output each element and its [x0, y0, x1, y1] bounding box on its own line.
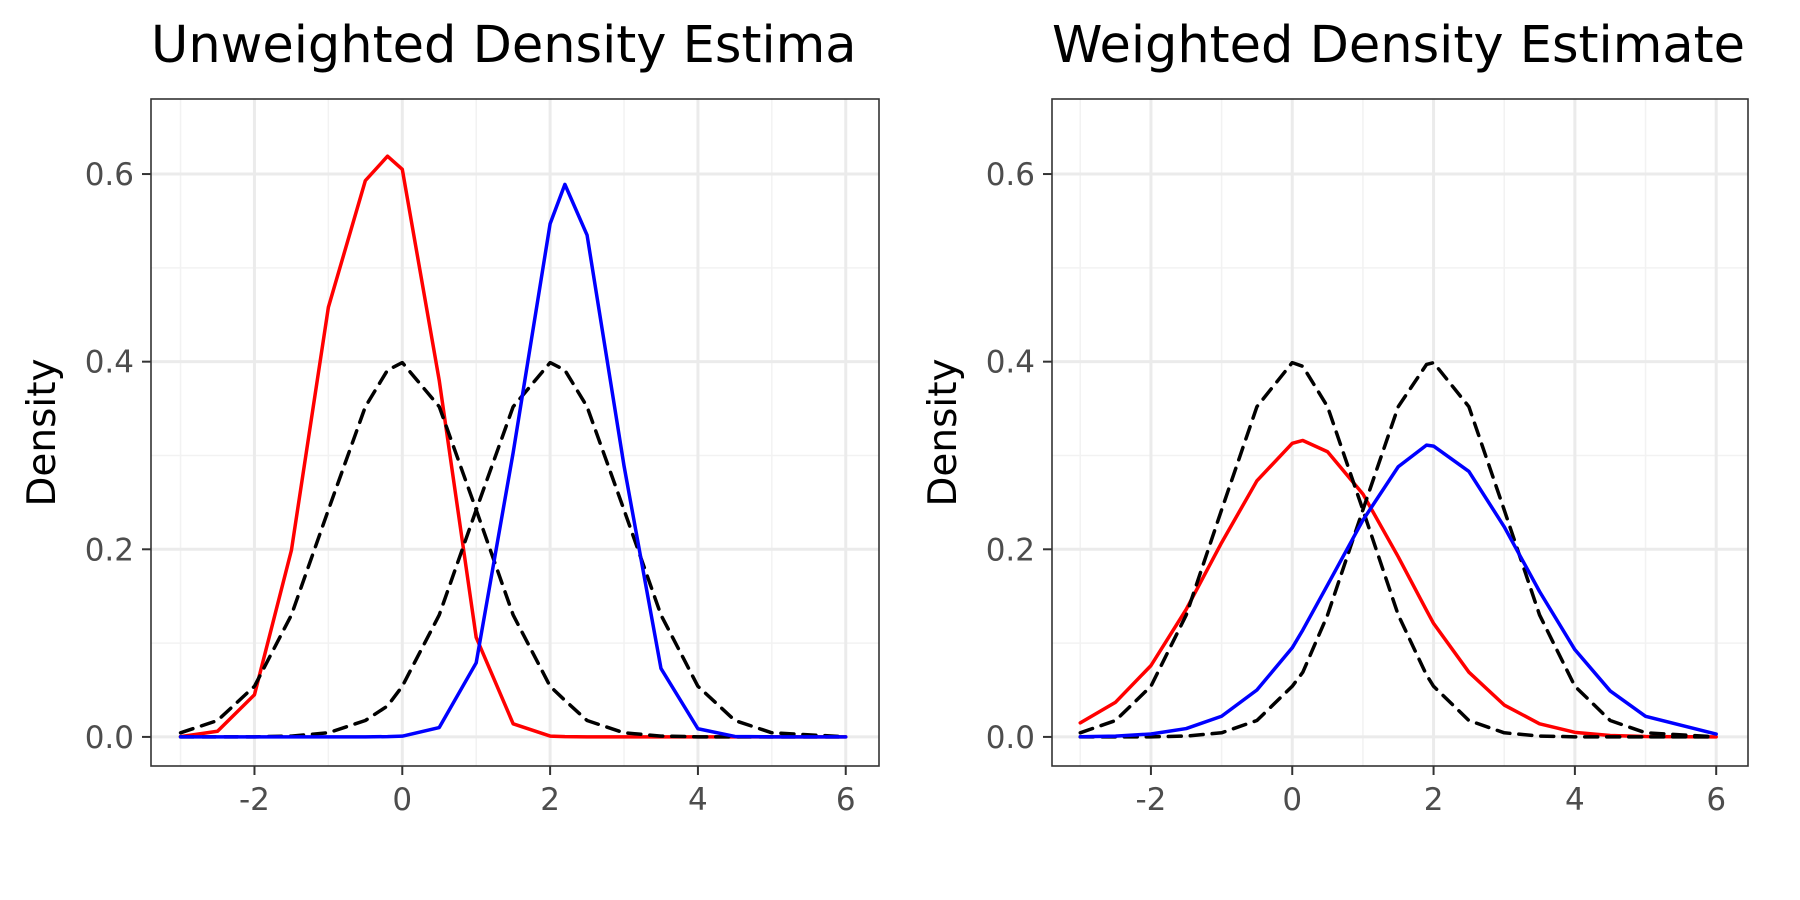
y-tick-label: 0.0 [85, 720, 134, 756]
x-tick-label: -2 [239, 782, 270, 818]
chart-panel-2: -2 0 2 4 6 0.0 0.2 0.4 0.6 Density Weighted Densit… [921, 16, 1749, 818]
x-tick-label: 2 [1424, 782, 1444, 818]
panel-border [1051, 98, 1749, 767]
y-tick-label: 0.4 [85, 345, 134, 381]
y-tick-label: 0.6 [85, 157, 134, 193]
chart-panel-1: -2 0 2 4 6 0.0 0.2 0.4 0.6 Density Unweighted Dens… [20, 16, 880, 818]
y-tick-label: 0.4 [986, 345, 1035, 381]
density-curve-3 [1078, 360, 1718, 739]
y-axis-title: Density [20, 358, 65, 506]
y-axis-title: Density [921, 358, 966, 506]
plot-area [1052, 99, 1748, 766]
panel-border [150, 98, 880, 767]
x-tick-label: -2 [1135, 782, 1166, 818]
chart-title: Weighted Density Estimate [1052, 16, 1745, 75]
density-curve-4 [1078, 443, 1718, 739]
x-tick-label: 0 [392, 782, 412, 818]
y-tick-label: 0.6 [986, 157, 1035, 193]
x-tick-label: 4 [1565, 782, 1585, 818]
y-tick-label: 0.2 [85, 532, 134, 568]
y-tick-label: 0.2 [986, 532, 1035, 568]
density-curve-1 [178, 154, 848, 739]
density-curve-2 [1078, 360, 1718, 739]
x-tick-label: 0 [1282, 782, 1302, 818]
x-tick-label: 6 [1706, 782, 1726, 818]
x-tick-label: 2 [540, 782, 560, 818]
chart-title: Unweighted Density Estima [151, 16, 857, 75]
x-tick-label: 6 [836, 782, 856, 818]
density-curve-4 [178, 182, 848, 739]
y-tick-label: 0.0 [986, 720, 1035, 756]
x-tick-label: 4 [688, 782, 708, 818]
